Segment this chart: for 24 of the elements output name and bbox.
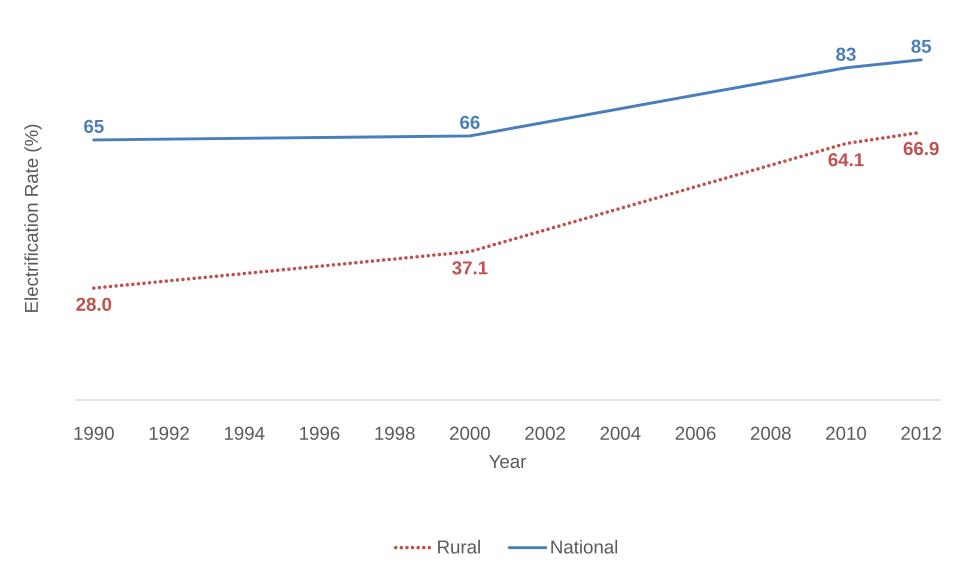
legend-label: Rural <box>438 540 480 554</box>
x-tick-label: 2002 <box>525 426 565 440</box>
y-axis-title: Electrification Rate (%) <box>24 124 42 312</box>
x-tick-label: 2004 <box>600 426 641 440</box>
data-label: 85 <box>911 40 932 53</box>
data-label: 83 <box>836 48 856 61</box>
data-label: 66 <box>460 116 480 129</box>
data-label: 37.1 <box>452 261 488 275</box>
legend-label: National <box>551 540 618 554</box>
x-tick-label: 2008 <box>750 426 791 440</box>
x-tick-label: 1996 <box>300 426 340 440</box>
data-label: 64.1 <box>828 153 864 166</box>
x-axis-title: Year <box>489 455 526 468</box>
data-label: 65 <box>84 120 104 133</box>
x-tick-label: 2000 <box>450 426 490 440</box>
x-tick-label: 1992 <box>150 426 189 440</box>
x-tick-label: 1994 <box>224 426 264 440</box>
x-tick-label: 1998 <box>375 426 415 440</box>
x-tick-label: 2006 <box>676 426 716 440</box>
x-tick-label: 2012 <box>901 426 942 440</box>
x-tick-label: 2010 <box>826 426 866 440</box>
data-label: 66.9 <box>904 142 939 156</box>
data-label: 28.0 <box>76 298 112 311</box>
x-tick-label: 1990 <box>74 426 114 440</box>
